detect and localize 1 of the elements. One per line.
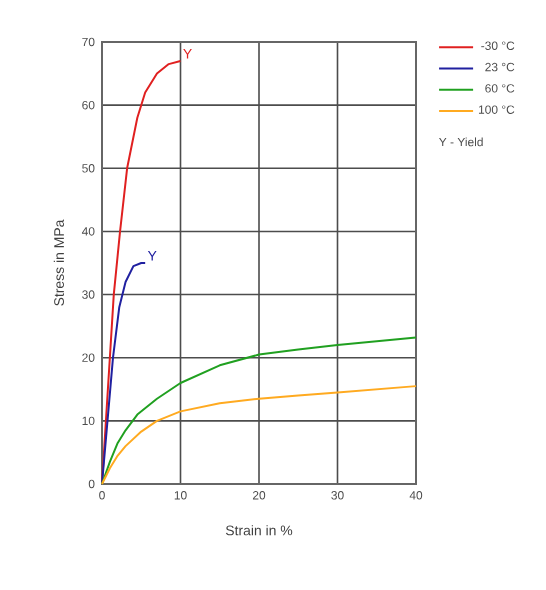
line-series xyxy=(101,262,147,485)
